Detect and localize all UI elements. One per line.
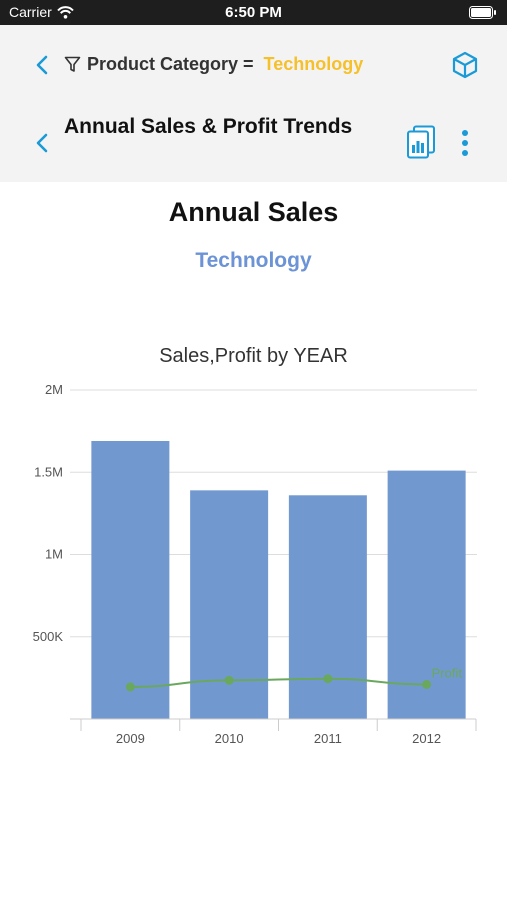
wifi-icon <box>57 5 74 19</box>
profit-point-2012 <box>422 679 432 689</box>
sales-profit-chart: 500K 1M 1.5M 2M 2009 2010 2011 2012 Profit <box>33 382 477 746</box>
y-tick-label: 1M <box>45 547 63 562</box>
navigation-header: Product Category = Technology Annual Sal… <box>0 25 507 182</box>
report-title: Annual Sales <box>168 197 339 227</box>
carrier-indicator: Carrier <box>9 4 74 20</box>
y-tick-label: 1.5M <box>34 464 63 479</box>
x-tick-label: 2011 <box>314 731 342 746</box>
profit-line <box>130 677 427 688</box>
status-bar: Carrier 6:50 PM <box>0 0 507 25</box>
report-pages-icon[interactable] <box>406 125 436 159</box>
sales-bar-2012 <box>387 470 466 719</box>
cube-icon[interactable] <box>451 51 479 79</box>
filter-back-button[interactable] <box>30 53 54 77</box>
x-tick-label: 2009 <box>116 731 145 746</box>
filter-icon <box>64 56 81 73</box>
profit-point-2011 <box>323 674 333 684</box>
carrier-label: Carrier <box>9 4 52 20</box>
y-tick-label: 2M <box>45 382 63 397</box>
report-subtitle: Technology <box>195 249 312 272</box>
profit-point-2010 <box>224 675 234 685</box>
chart-title: Sales,Profit by YEAR <box>159 345 348 367</box>
page-back-button[interactable] <box>30 131 54 155</box>
page-title: Annual Sales & Profit Trends <box>64 115 353 138</box>
x-tick-label: 2012 <box>412 731 441 746</box>
more-options-icon[interactable] <box>455 128 475 158</box>
filter-breadcrumb[interactable]: Product Category = Technology <box>64 54 363 75</box>
status-time: 6:50 PM <box>225 4 282 21</box>
chevron-left-icon <box>36 133 48 153</box>
x-tick-label: 2010 <box>215 731 244 746</box>
profit-point-2009 <box>125 682 135 692</box>
sales-bar-2009 <box>91 440 170 719</box>
filter-value[interactable]: Technology <box>263 54 364 74</box>
battery-icon <box>469 6 496 19</box>
filter-label: Product Category = <box>87 54 254 74</box>
profit-series-label: Profit <box>432 665 463 680</box>
sales-bar-2011 <box>288 495 367 719</box>
y-tick-label: 500K <box>33 629 64 644</box>
chevron-left-icon <box>36 55 48 75</box>
